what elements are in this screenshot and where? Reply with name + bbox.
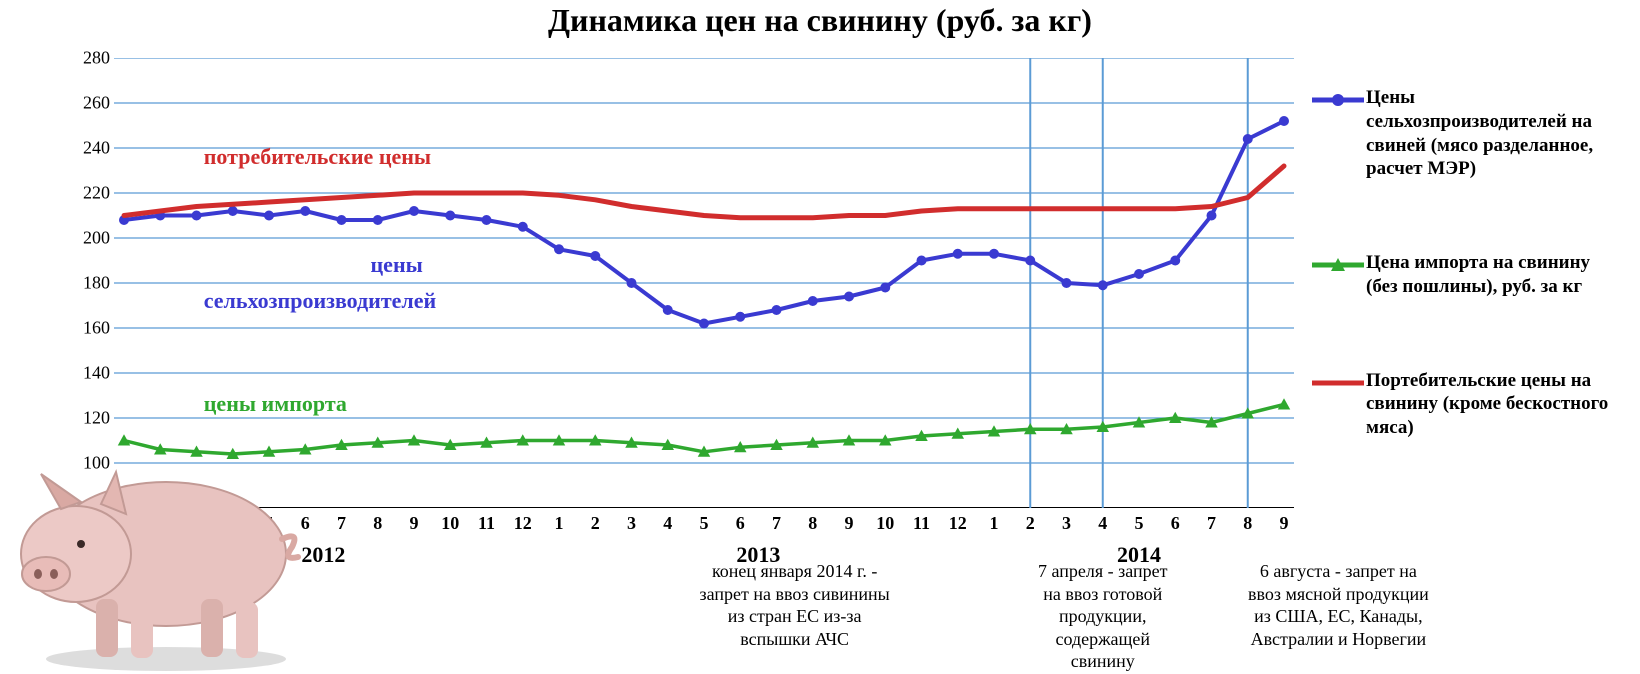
x-month-label: 10 — [441, 513, 459, 534]
legend: Цены сельхозпроизводителей на свиней (мя… — [1310, 86, 1620, 440]
x-month-label: 12 — [949, 513, 967, 534]
x-month-label: 9 — [1280, 513, 1289, 534]
x-month-label: 8 — [808, 513, 817, 534]
x-month-label: 2 — [1026, 513, 1035, 534]
x-month-label: 3 — [192, 513, 201, 534]
x-month-label: 4 — [228, 513, 237, 534]
y-tick-label: 280 — [74, 48, 110, 69]
x-month-label: 2 — [591, 513, 600, 534]
y-tick-label: 180 — [74, 273, 110, 294]
x-month-label: 7 — [337, 513, 346, 534]
legend-label: Цена импорта на свинину (без пошлины), р… — [1366, 251, 1620, 299]
y-tick-label: 220 — [74, 183, 110, 204]
x-month-label: 12 — [514, 513, 532, 534]
x-month-label: 8 — [1243, 513, 1252, 534]
y-tick-label: 80 — [74, 498, 110, 519]
legend-swatch-icon — [1310, 90, 1366, 110]
x-month-label: 6 — [301, 513, 310, 534]
x-month-label: 4 — [1098, 513, 1107, 534]
x-month-label: 6 — [1171, 513, 1180, 534]
x-month-label: 11 — [478, 513, 495, 534]
x-month-label: 3 — [627, 513, 636, 534]
annotation-text: 7 апреля - запретна ввоз готовойпродукци… — [998, 560, 1208, 673]
y-tick-label: 140 — [74, 363, 110, 384]
chart-area: потребительские ценыценысельхозпроизводи… — [114, 58, 1294, 508]
annotation-text: конец января 2014 г. -запрет на ввоз сив… — [655, 560, 935, 650]
x-year-label: 2012 — [301, 542, 345, 568]
y-tick-label: 200 — [74, 228, 110, 249]
x-month-label: 1 — [555, 513, 564, 534]
x-month-label: 7 — [1207, 513, 1216, 534]
x-month-label: 5 — [700, 513, 709, 534]
x-month-label: 7 — [772, 513, 781, 534]
y-tick-label: 260 — [74, 93, 110, 114]
x-month-label: 1 — [120, 513, 129, 534]
legend-label: Портебительские цены на свинину (кроме б… — [1366, 369, 1620, 440]
legend-item: Цены сельхозпроизводителей на свиней (мя… — [1310, 86, 1620, 181]
x-month-label: 1 — [990, 513, 999, 534]
x-month-label: 8 — [373, 513, 382, 534]
page: Динамика цен на свинину (руб. за кг) 80 1… — [0, 0, 1640, 674]
x-month-label: 2 — [156, 513, 165, 534]
legend-item: Цена импорта на свинину (без пошлины), р… — [1310, 251, 1620, 299]
y-tick-label: 100 — [74, 453, 110, 474]
x-month-label: 4 — [663, 513, 672, 534]
x-month-label: 10 — [876, 513, 894, 534]
x-month-label: 9 — [410, 513, 419, 534]
legend-label: Цены сельхозпроизводителей на свиней (мя… — [1366, 86, 1620, 181]
chart-svg — [114, 58, 1294, 508]
x-month-label: 3 — [1062, 513, 1071, 534]
legend-swatch-icon — [1310, 373, 1366, 393]
x-month-label: 5 — [1135, 513, 1144, 534]
x-month-label: 9 — [845, 513, 854, 534]
chart-title: Динамика цен на свинину (руб. за кг) — [0, 2, 1640, 39]
x-month-label: 11 — [913, 513, 930, 534]
legend-item: Портебительские цены на свинину (кроме б… — [1310, 369, 1620, 440]
x-month-label: 6 — [736, 513, 745, 534]
legend-swatch-icon — [1310, 255, 1366, 275]
y-tick-label: 120 — [74, 408, 110, 429]
y-tick-label: 240 — [74, 138, 110, 159]
annotation-text: 6 августа - запрет наввоз мясной продукц… — [1208, 560, 1468, 650]
y-tick-label: 160 — [74, 318, 110, 339]
x-month-label: 5 — [265, 513, 274, 534]
